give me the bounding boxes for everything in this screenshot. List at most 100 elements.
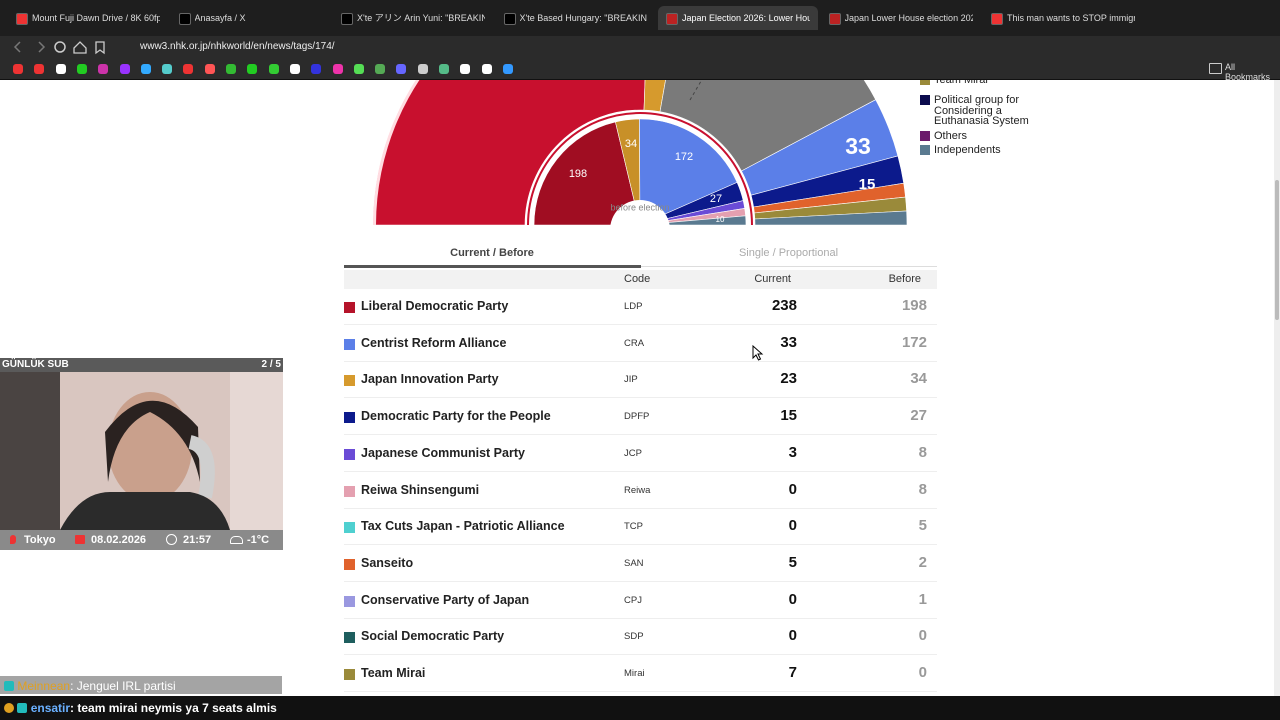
header-row bbox=[344, 270, 937, 289]
party-name: Japan Innovation Party bbox=[361, 372, 499, 387]
outer-label: 33 bbox=[845, 133, 871, 159]
webcam-overlay: GÜNLÜK SUB 2 / 5 Tokyo 08.02.2026 21:57 … bbox=[0, 358, 283, 550]
bookmark-icon[interactable] bbox=[268, 64, 279, 74]
current-seats: 0 bbox=[788, 480, 797, 498]
before-seats: 0 bbox=[918, 627, 927, 645]
current-seats: 15 bbox=[780, 407, 797, 425]
scroll-thumb[interactable] bbox=[1275, 180, 1279, 320]
party-name: Conservative Party of Japan bbox=[361, 592, 530, 607]
bookmark-icon[interactable] bbox=[183, 64, 194, 74]
chat-badge bbox=[17, 703, 28, 713]
before-seats: 2 bbox=[918, 553, 927, 571]
browser-tab[interactable]: Mount Fuji Dawn Drive / 8K 60fps H bbox=[8, 6, 168, 30]
party-code: CPJ bbox=[624, 594, 642, 606]
bookmark-icon[interactable] bbox=[162, 64, 173, 74]
nav-buttons[interactable] bbox=[12, 39, 112, 55]
webcam-video bbox=[0, 372, 283, 530]
browser-tab[interactable]: X'te アリン Arin Yuni: "BREAKING bbox=[333, 6, 493, 30]
legend-label: Political group for Considering a Euthan… bbox=[934, 94, 1029, 127]
chart-wedge bbox=[659, 80, 877, 172]
bookmark-icon[interactable] bbox=[204, 64, 215, 74]
party-row: Sanseito SAN 5 2 bbox=[344, 546, 937, 582]
tab-bar: Mount Fuji Dawn Drive / 8K 60fps H Anasay… bbox=[0, 0, 1280, 36]
bookmark-icon[interactable] bbox=[76, 64, 87, 74]
party-row: Reiwa Shinsengumi Reiwa 0 8 bbox=[344, 473, 937, 509]
bookmark-icon[interactable] bbox=[289, 64, 300, 74]
bookmark-icon[interactable] bbox=[417, 64, 428, 74]
folder-icon bbox=[1209, 63, 1222, 74]
chat-user: ensatir bbox=[30, 701, 71, 715]
bookmark-icon[interactable] bbox=[353, 64, 364, 74]
overlay-title: GÜNLÜK SUB bbox=[2, 359, 69, 370]
bookmark-icon[interactable] bbox=[396, 64, 407, 74]
party-name: Democratic Party for the People bbox=[361, 409, 551, 424]
browser-tab[interactable]: This man wants to STOP immigratio bbox=[983, 6, 1143, 30]
tab-icon bbox=[341, 13, 353, 25]
party-color bbox=[344, 485, 355, 497]
before-seats: 5 bbox=[918, 517, 927, 535]
browser-tab[interactable]: X'te Based Hungary: "BREAKIN bbox=[496, 6, 656, 30]
chat-message: : Jenguel IRL partisi bbox=[70, 679, 176, 693]
bookmark-icon[interactable] bbox=[98, 64, 109, 74]
current-seats: 23 bbox=[780, 370, 797, 388]
party-row: Japan Innovation Party JIP 23 34 bbox=[344, 362, 937, 399]
inner-wedge bbox=[533, 121, 641, 225]
inner-caption: before election bbox=[610, 202, 669, 212]
party-name: Reiwa Shinsengumi bbox=[361, 482, 480, 497]
legend-swatch bbox=[920, 145, 930, 155]
bookmark-icon[interactable] bbox=[226, 64, 236, 74]
party-name: Team Mirai bbox=[361, 666, 426, 680]
chat-user: Meinnean bbox=[17, 679, 71, 693]
party-color bbox=[344, 595, 355, 607]
party-row: Centrist Reform Alliance CRA 33 172 bbox=[344, 326, 937, 362]
url[interactable]: www3.nhk.or.jp/nhkworld/en/news/tags/174… bbox=[140, 41, 335, 52]
party-code: Mirai bbox=[624, 668, 645, 679]
legend-label: Others bbox=[934, 130, 968, 142]
party-name: Liberal Democratic Party bbox=[361, 299, 509, 313]
bookmark-icon[interactable] bbox=[311, 64, 322, 74]
party-row: Team Mirai Mirai 7 0 bbox=[344, 656, 937, 692]
location: Tokyo bbox=[24, 534, 56, 546]
scrollbar bbox=[1274, 80, 1280, 720]
bookmark-icon[interactable] bbox=[55, 64, 66, 74]
browser-tab[interactable]: Japan Election 2026: Lower Hous bbox=[658, 6, 818, 30]
bookmark-icon[interactable] bbox=[140, 64, 151, 74]
current-seats: 3 bbox=[788, 443, 797, 461]
current-seats: 0 bbox=[788, 627, 797, 645]
tab-icon bbox=[503, 13, 516, 25]
tab-current-before[interactable]: Current / Before bbox=[450, 247, 534, 259]
bookmarks-folder[interactable]: All Bookmarks bbox=[1225, 62, 1271, 82]
browser-tab[interactable]: Japan Lower House election 2026: LI bbox=[821, 6, 981, 30]
bookmark-icon[interactable] bbox=[247, 64, 258, 74]
browser-tab[interactable]: Anasayfa / X bbox=[171, 6, 331, 30]
bookmark-icon[interactable] bbox=[332, 64, 343, 74]
party-color bbox=[344, 632, 355, 644]
party-row: Social Democratic Party SDP 0 0 bbox=[344, 619, 937, 656]
chart-wedge bbox=[754, 210, 908, 225]
tab-title: Japan Lower House election 2026: LI bbox=[844, 13, 973, 23]
bookmark-icon[interactable] bbox=[481, 64, 492, 74]
bookmark-icon[interactable] bbox=[502, 64, 513, 74]
inner-wedge bbox=[639, 118, 738, 225]
bookmark-icon[interactable] bbox=[119, 64, 130, 74]
tab-title: This man wants to STOP immigratio bbox=[1007, 13, 1135, 23]
col-before: Before bbox=[888, 273, 921, 285]
bookmark-icon[interactable] bbox=[13, 64, 23, 74]
party-name: Sanseito bbox=[361, 555, 414, 570]
chat-badge bbox=[4, 703, 14, 713]
party-color bbox=[344, 669, 355, 680]
inner-label: 27 bbox=[710, 193, 722, 205]
bookmark-icon[interactable] bbox=[460, 64, 471, 74]
party-name: Social Democratic Party bbox=[361, 629, 505, 644]
chat-line-bg bbox=[0, 676, 282, 694]
tab-icon bbox=[666, 13, 678, 25]
party-name: Japanese Communist Party bbox=[361, 445, 525, 460]
tab-divider bbox=[641, 266, 937, 267]
tab-single-proportional[interactable]: Single / Proportional bbox=[738, 247, 839, 259]
bookmark-icon[interactable] bbox=[34, 64, 45, 74]
legend-label: Team Mirai bbox=[934, 80, 988, 86]
bookmark-icon[interactable] bbox=[375, 64, 386, 74]
bookmark-icon[interactable] bbox=[439, 64, 449, 74]
party-color bbox=[344, 338, 355, 350]
